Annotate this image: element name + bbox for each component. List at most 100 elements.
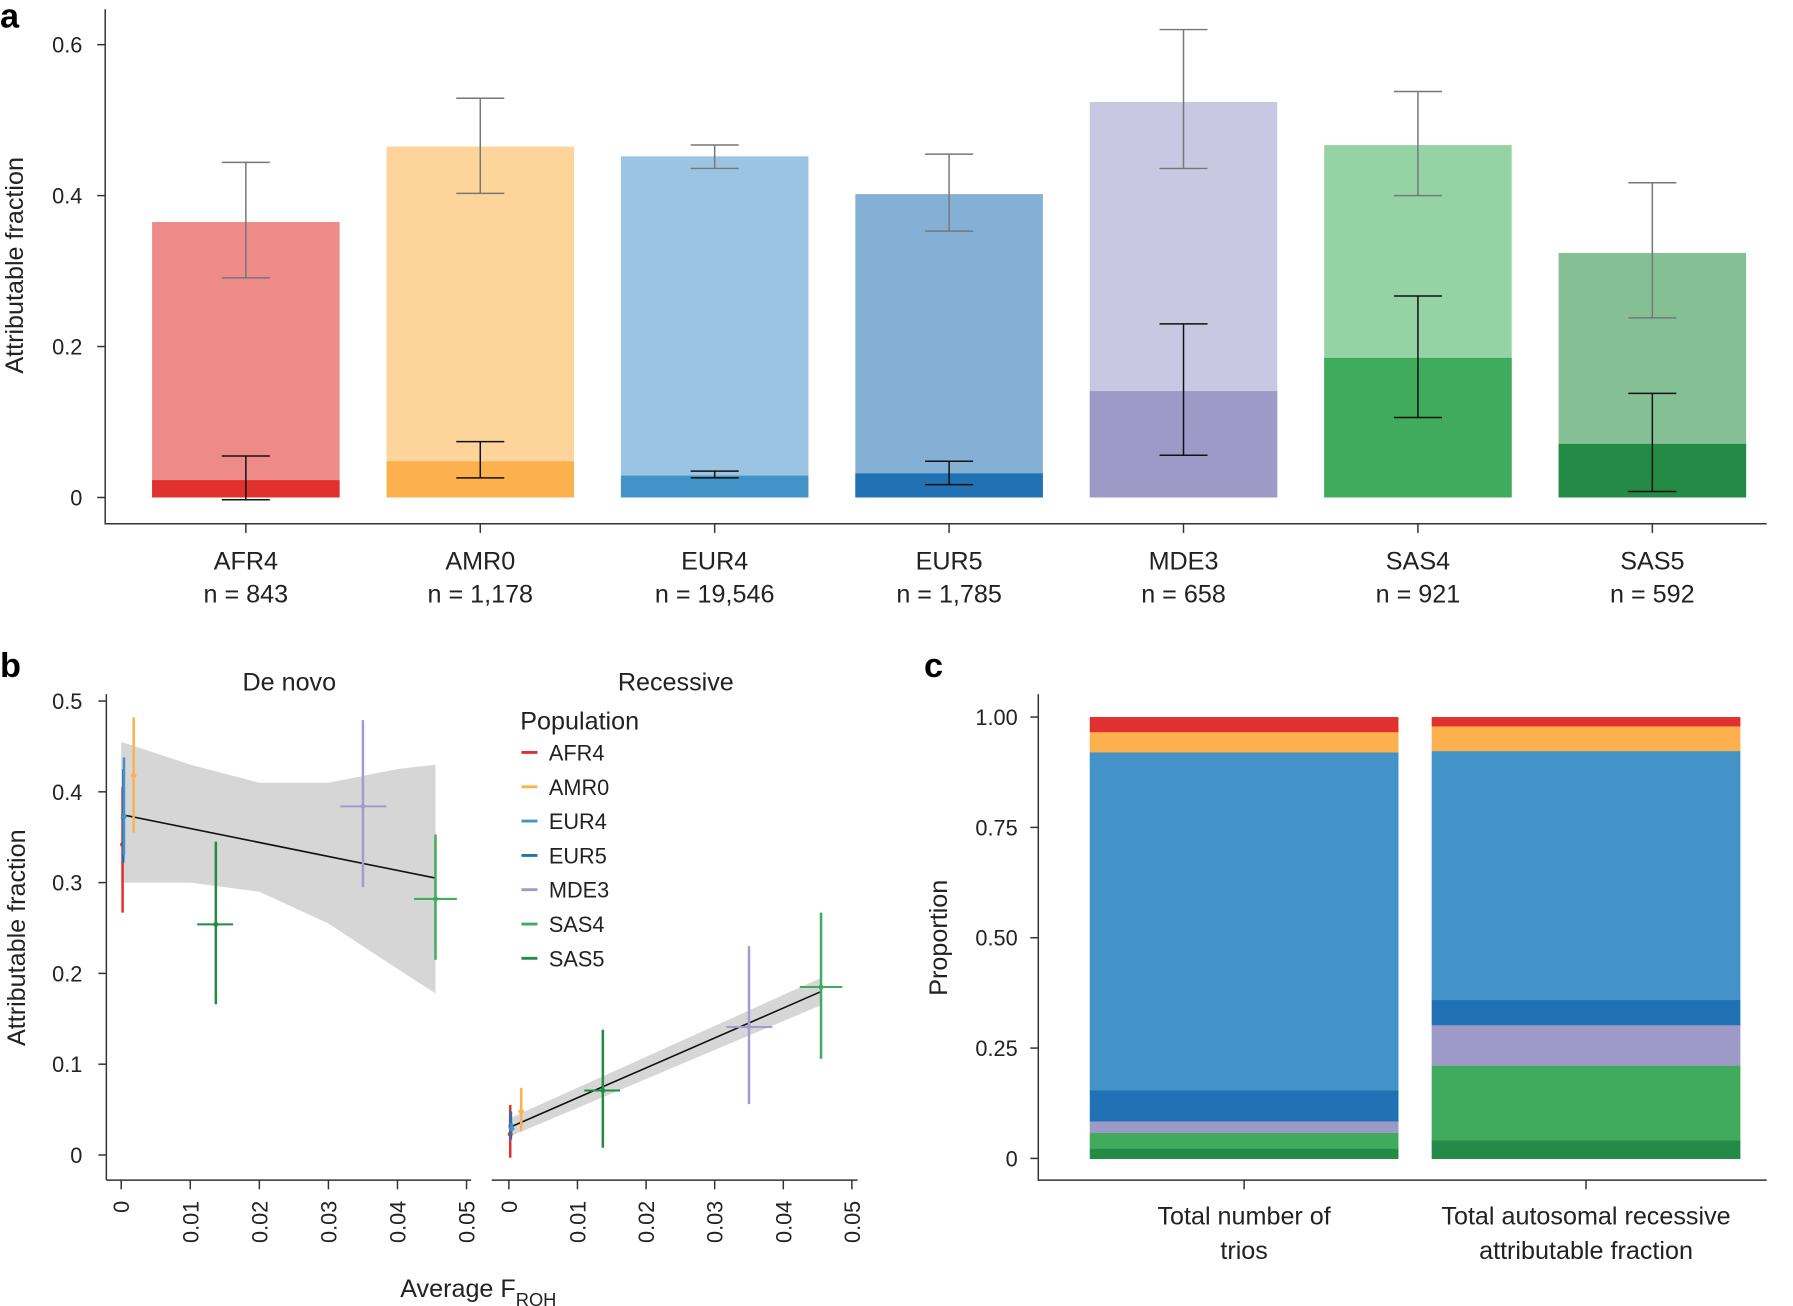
facet-title-recessive: Recessive: [618, 669, 734, 697]
category-label-line2: trios: [1220, 1237, 1268, 1265]
point-EUR4: [509, 1126, 515, 1132]
bar-total: [855, 194, 1043, 498]
error-bar: [1393, 90, 1442, 197]
x-tick-label: 0.02: [247, 1201, 272, 1243]
y-tick-label: 0.4: [52, 184, 82, 209]
y-tick-label: 0.75: [975, 815, 1017, 840]
n-label: n = 921: [1376, 581, 1461, 609]
error-bar: [690, 144, 739, 170]
point-AMR0: [131, 772, 137, 778]
x-tick-label: 0.03: [316, 1201, 341, 1243]
bar-total: [386, 146, 575, 498]
error-bar: [221, 455, 270, 501]
legend-label: AFR4: [549, 740, 605, 765]
category-label-line2: attributable fraction: [1479, 1237, 1693, 1265]
y-tick-label: 0: [1006, 1146, 1018, 1171]
error-bar: [925, 460, 974, 486]
n-label: n = 19,546: [655, 581, 775, 609]
x-tick-label: EUR4: [681, 548, 748, 576]
regression-line: [121, 813, 436, 879]
point-SAS5: [213, 921, 219, 927]
n-label: n = 1,178: [427, 581, 533, 609]
y-tick-label: 0.2: [52, 961, 82, 986]
x-tick-label: SAS5: [1620, 548, 1684, 576]
stack-segment-AMR0: [1089, 731, 1399, 753]
error-bar: [1159, 323, 1208, 456]
x-tick-label: 0.04: [385, 1201, 410, 1243]
confidence-band: [121, 741, 436, 994]
point-SAS5: [600, 1088, 606, 1094]
legend-label: EUR4: [549, 809, 607, 834]
point-MDE3: [360, 803, 366, 809]
x-tick-label: 0.01: [178, 1201, 203, 1243]
y-tick-label: 0.3: [52, 871, 82, 896]
regression-line: [508, 990, 822, 1129]
y-tick-label: 0.2: [52, 335, 82, 360]
stack-segment-EUR5: [1089, 1090, 1399, 1122]
bar-total: [620, 156, 809, 498]
y-tick-label: 0.6: [52, 33, 82, 58]
stack-segment-SAS4: [1089, 1132, 1399, 1149]
legend-label: SAS5: [549, 946, 605, 971]
xlabel-sub: ROH: [516, 1289, 557, 1306]
n-label: n = 1,785: [896, 581, 1002, 609]
x-tick-label: 0.02: [634, 1201, 659, 1243]
x-tick-label: 0.01: [565, 1201, 590, 1243]
panel-a: a Attributable fraction 0 0.2 0.4 0.6 AFR4 n …: [0, 0, 1767, 609]
point-SAS4: [432, 896, 438, 902]
y-tick-label: 0: [70, 485, 82, 510]
stack-segment-EUR4: [1431, 750, 1741, 1001]
category-label-line1: Total number of: [1157, 1203, 1331, 1231]
y-tick-label: 0.1: [52, 1052, 82, 1077]
panel-b-ylabel: Attributable fraction: [3, 829, 31, 1046]
legend-label: AMR0: [549, 775, 609, 800]
point-AMR0: [518, 1108, 524, 1114]
error-bar: [221, 161, 270, 279]
stack-segment-AMR0: [1431, 725, 1741, 752]
stack-segment-MDE3: [1431, 1024, 1741, 1066]
panel-c-ylabel: Proportion: [925, 880, 953, 996]
y-tick-label: 0.50: [975, 926, 1017, 951]
stack-segment-AFR4: [1431, 717, 1741, 727]
legend-title: Population: [520, 708, 639, 736]
error-bar: [1393, 295, 1442, 419]
panel-label-a: a: [0, 0, 20, 36]
panel-b-xlabel: Average FROH: [400, 1275, 556, 1306]
stack-segment-SAS4: [1431, 1065, 1741, 1141]
stack-segment-EUR4: [1089, 751, 1399, 1091]
error-bar: [456, 440, 505, 479]
x-tick-label: 0.04: [771, 1201, 796, 1243]
category-label-line1: Total autosomal recessive: [1441, 1203, 1730, 1231]
x-tick-label: SAS4: [1386, 548, 1450, 576]
point-MDE3: [746, 1024, 752, 1030]
error-bar: [456, 97, 505, 195]
y-tick-label: 0.4: [52, 780, 82, 805]
n-label: n = 592: [1610, 581, 1695, 609]
confidence-band: [508, 977, 822, 1137]
error-bar: [1628, 182, 1677, 319]
legend-label: MDE3: [549, 878, 609, 903]
panel-c: c Proportion 0 0.25 0.50 0.75 1.00 Total numb…: [924, 647, 1767, 1265]
stack-segment-EUR5: [1431, 999, 1741, 1026]
n-label: n = 658: [1141, 581, 1226, 609]
panel-c-axes: [1037, 694, 1767, 1181]
x-tick-label: 0.03: [703, 1201, 728, 1243]
panel-label-c: c: [924, 647, 943, 685]
legend: Population AFR4 AMR0 EUR4 EUR5 MDE3 SAS4 SAS5: [520, 708, 639, 972]
x-tick-label: AFR4: [214, 548, 278, 576]
y-tick-label: 0.5: [52, 689, 82, 714]
error-bar: [690, 470, 739, 479]
panel-b: b Attributable fraction De novo Recessiv…: [0, 647, 865, 1306]
n-label: n = 843: [204, 581, 289, 609]
xlabel-main: Average F: [400, 1275, 516, 1303]
x-tick-label: 0.05: [840, 1201, 865, 1243]
x-tick-label: AMR0: [445, 548, 515, 576]
x-tick-label: 0: [109, 1201, 134, 1213]
bar-recessive: [620, 475, 809, 498]
y-tick-label: 0.25: [975, 1036, 1017, 1061]
y-tick-label: 1.00: [975, 705, 1017, 730]
point-EUR4: [121, 813, 127, 819]
legend-label: SAS4: [549, 912, 605, 937]
x-tick-label: MDE3: [1149, 548, 1219, 576]
